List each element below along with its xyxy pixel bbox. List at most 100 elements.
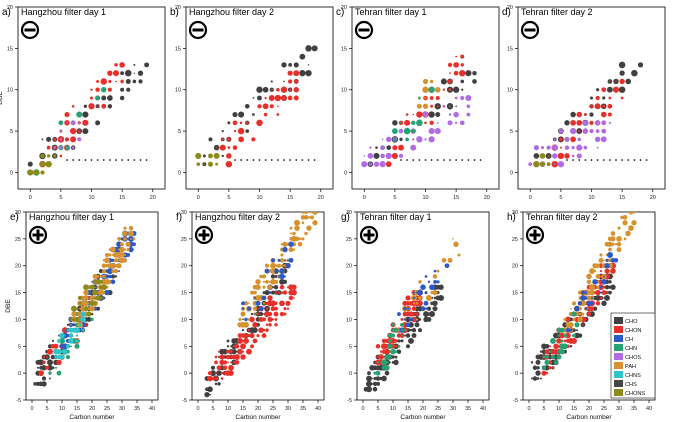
x-tick-label: 20 xyxy=(89,406,95,412)
data-point-chn xyxy=(404,128,410,134)
data-point-chon xyxy=(207,371,213,376)
data-point-chon xyxy=(411,306,417,311)
data-point-cho xyxy=(542,344,546,349)
data-point-chon xyxy=(264,96,267,100)
panel-title: Tehran filter day 2 xyxy=(526,212,598,222)
data-point-ch xyxy=(584,296,588,300)
data-point-cho xyxy=(590,159,593,161)
data-point-chon xyxy=(293,95,299,101)
data-point-pah xyxy=(418,97,421,99)
data-point-chn xyxy=(393,327,399,333)
data-point-cho xyxy=(283,80,285,83)
data-point-chon xyxy=(53,343,59,349)
data-point-chns xyxy=(66,344,70,349)
y-tick-label: 25 xyxy=(346,237,352,243)
data-point-pah xyxy=(280,264,284,267)
x-tick-label: 40 xyxy=(149,406,155,412)
data-point-chon xyxy=(294,88,298,92)
x-tick-label: 15 xyxy=(453,195,459,201)
data-point-chon xyxy=(261,333,267,338)
data-point-cho xyxy=(78,159,81,161)
data-point-chn xyxy=(388,339,392,343)
data-point-pah xyxy=(270,268,276,274)
data-point-ch xyxy=(277,258,281,262)
sign-bar xyxy=(36,229,40,241)
data-point-chon xyxy=(548,345,552,348)
data-point-cho xyxy=(132,79,137,84)
data-point-cho xyxy=(610,284,616,290)
y-axis-label: DBE xyxy=(5,299,12,313)
panel-f: 0 5 10 15 20 25 30 35 40 -5 0 5 10 15 20 25 30 Carbon num… xyxy=(176,204,325,421)
x-tick-label: 40 xyxy=(315,406,321,412)
data-point-pah xyxy=(117,237,121,241)
data-point-pah xyxy=(312,212,318,215)
data-point-ch xyxy=(117,243,121,246)
data-point-chns xyxy=(60,355,64,359)
legend-swatch-chons xyxy=(614,389,623,396)
data-point-pah xyxy=(255,279,261,285)
data-point-pah xyxy=(436,269,440,273)
data-point-pah xyxy=(432,289,438,296)
x-axis-label: Carbon number xyxy=(566,414,612,421)
data-point-chos xyxy=(447,120,453,126)
data-point-chn xyxy=(54,366,58,369)
data-point-chon xyxy=(38,370,44,376)
data-point-pah xyxy=(243,301,249,306)
y-tick-label: 0 xyxy=(344,170,347,176)
data-point-chon xyxy=(227,146,231,150)
x-tick-label: 30 xyxy=(285,406,291,412)
data-point-chn xyxy=(411,120,416,126)
data-point-ch xyxy=(592,279,598,285)
data-point-chos xyxy=(454,121,458,125)
data-point-cho xyxy=(250,312,254,316)
data-point-chon xyxy=(268,94,275,102)
data-point-pah xyxy=(108,253,112,257)
data-point-chon xyxy=(269,104,274,109)
data-point-chons xyxy=(196,162,201,167)
x-tick-label: 0 xyxy=(361,406,364,412)
data-point-pah xyxy=(568,322,574,328)
data-point-chon xyxy=(586,311,592,317)
x-tick-label: 10 xyxy=(225,406,231,412)
y-tick-label: 15 xyxy=(175,46,181,52)
data-point-pah xyxy=(108,280,112,284)
data-point-pah xyxy=(130,232,132,235)
data-point-pah xyxy=(306,204,311,209)
data-point-chn xyxy=(61,340,63,342)
data-point-ch xyxy=(406,307,410,310)
data-point-pah xyxy=(586,279,592,285)
x-tick-label: 10 xyxy=(88,195,94,201)
data-point-pah xyxy=(126,248,130,252)
data-point-cho xyxy=(208,137,213,142)
data-point-pah xyxy=(122,230,128,237)
data-point-chns xyxy=(78,323,82,327)
data-point-pah xyxy=(616,236,622,242)
data-point-cho xyxy=(376,381,380,386)
data-point-chn xyxy=(559,343,565,350)
x-tick-label: 30 xyxy=(119,406,125,412)
y-tick-label: 5 xyxy=(349,344,352,350)
data-point-chos xyxy=(53,146,56,149)
data-point-chon xyxy=(246,348,252,355)
x-tick-label: 15 xyxy=(119,195,125,201)
data-point-chon xyxy=(274,317,278,321)
data-point-cho xyxy=(405,316,411,323)
data-point-pah xyxy=(310,215,314,220)
data-point-chn xyxy=(387,343,393,349)
data-point-pah xyxy=(607,236,613,242)
data-point-chn xyxy=(384,365,390,371)
data-point-chons xyxy=(53,154,57,158)
data-point-cho xyxy=(33,382,37,386)
data-point-ch xyxy=(603,275,605,278)
x-tick-label: 5 xyxy=(45,406,48,412)
data-point-chon xyxy=(551,366,555,369)
data-point-chon xyxy=(240,343,246,350)
data-point-cho xyxy=(90,159,93,161)
data-point-ch xyxy=(268,291,272,295)
data-point-pah xyxy=(265,279,269,284)
data-point-chons xyxy=(99,279,103,284)
data-point-chos xyxy=(428,128,435,135)
y-axis-label: DBE xyxy=(0,91,4,105)
data-point-chn xyxy=(574,322,580,328)
